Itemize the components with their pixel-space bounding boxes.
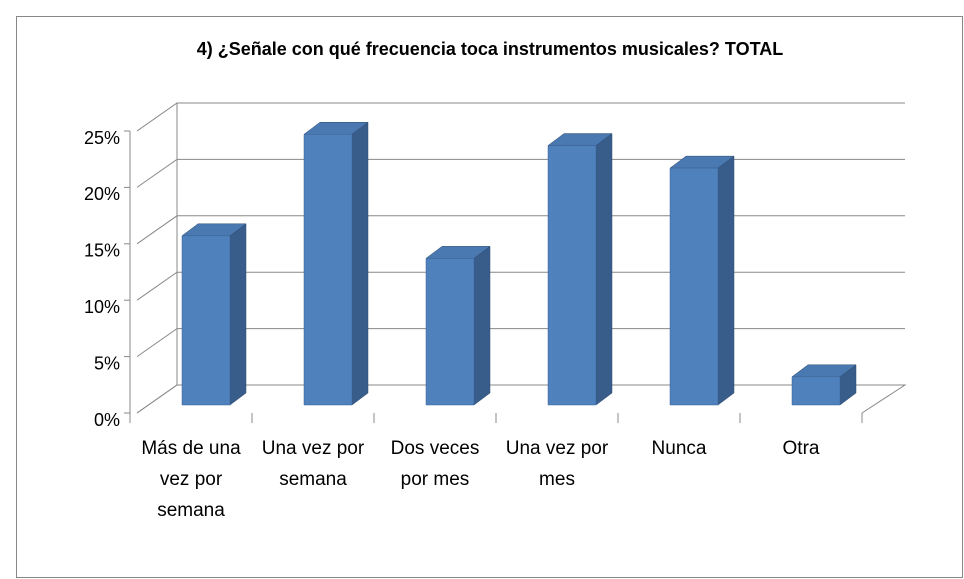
grid-line — [136, 384, 905, 414]
bar-front — [791, 376, 841, 406]
y-tick-label: 25% — [84, 128, 120, 148]
bar-side — [717, 155, 735, 406]
grid-line — [136, 158, 905, 188]
y-tick-label: 5% — [94, 353, 120, 373]
bar-side — [473, 245, 491, 406]
bar-front — [669, 167, 719, 406]
bar-front — [547, 145, 597, 406]
grid-line — [136, 215, 905, 245]
grid-line — [136, 328, 905, 358]
x-tick-label: Otra — [782, 438, 820, 459]
bar — [425, 245, 491, 406]
bar-side — [595, 133, 613, 406]
bar — [669, 155, 735, 406]
grid-line — [136, 102, 905, 132]
bar-front — [181, 235, 231, 406]
bar-side — [351, 121, 369, 406]
x-tick-label: Dos veces por mes — [390, 438, 480, 490]
grid-line — [136, 271, 905, 301]
y-tick-label: 20% — [84, 184, 120, 204]
x-tick-label: Una vez por semana — [261, 438, 365, 490]
y-tick-label: 0% — [94, 410, 120, 430]
x-tick-label: Nunca — [651, 438, 707, 459]
bar — [791, 364, 857, 406]
x-tick-label: Más de una vez por semana — [141, 438, 241, 521]
chart-title: 4) ¿Señale con qué frecuencia toca instr… — [197, 39, 784, 59]
bar — [181, 223, 247, 406]
y-tick-label: 10% — [84, 297, 120, 317]
bar-side — [229, 223, 247, 406]
bar — [547, 133, 613, 406]
y-tick-label: 15% — [84, 241, 120, 261]
bar-front — [425, 258, 475, 406]
bar — [303, 121, 369, 406]
bar-front — [303, 134, 353, 406]
x-tick-label: Una vez por mes — [505, 438, 609, 490]
